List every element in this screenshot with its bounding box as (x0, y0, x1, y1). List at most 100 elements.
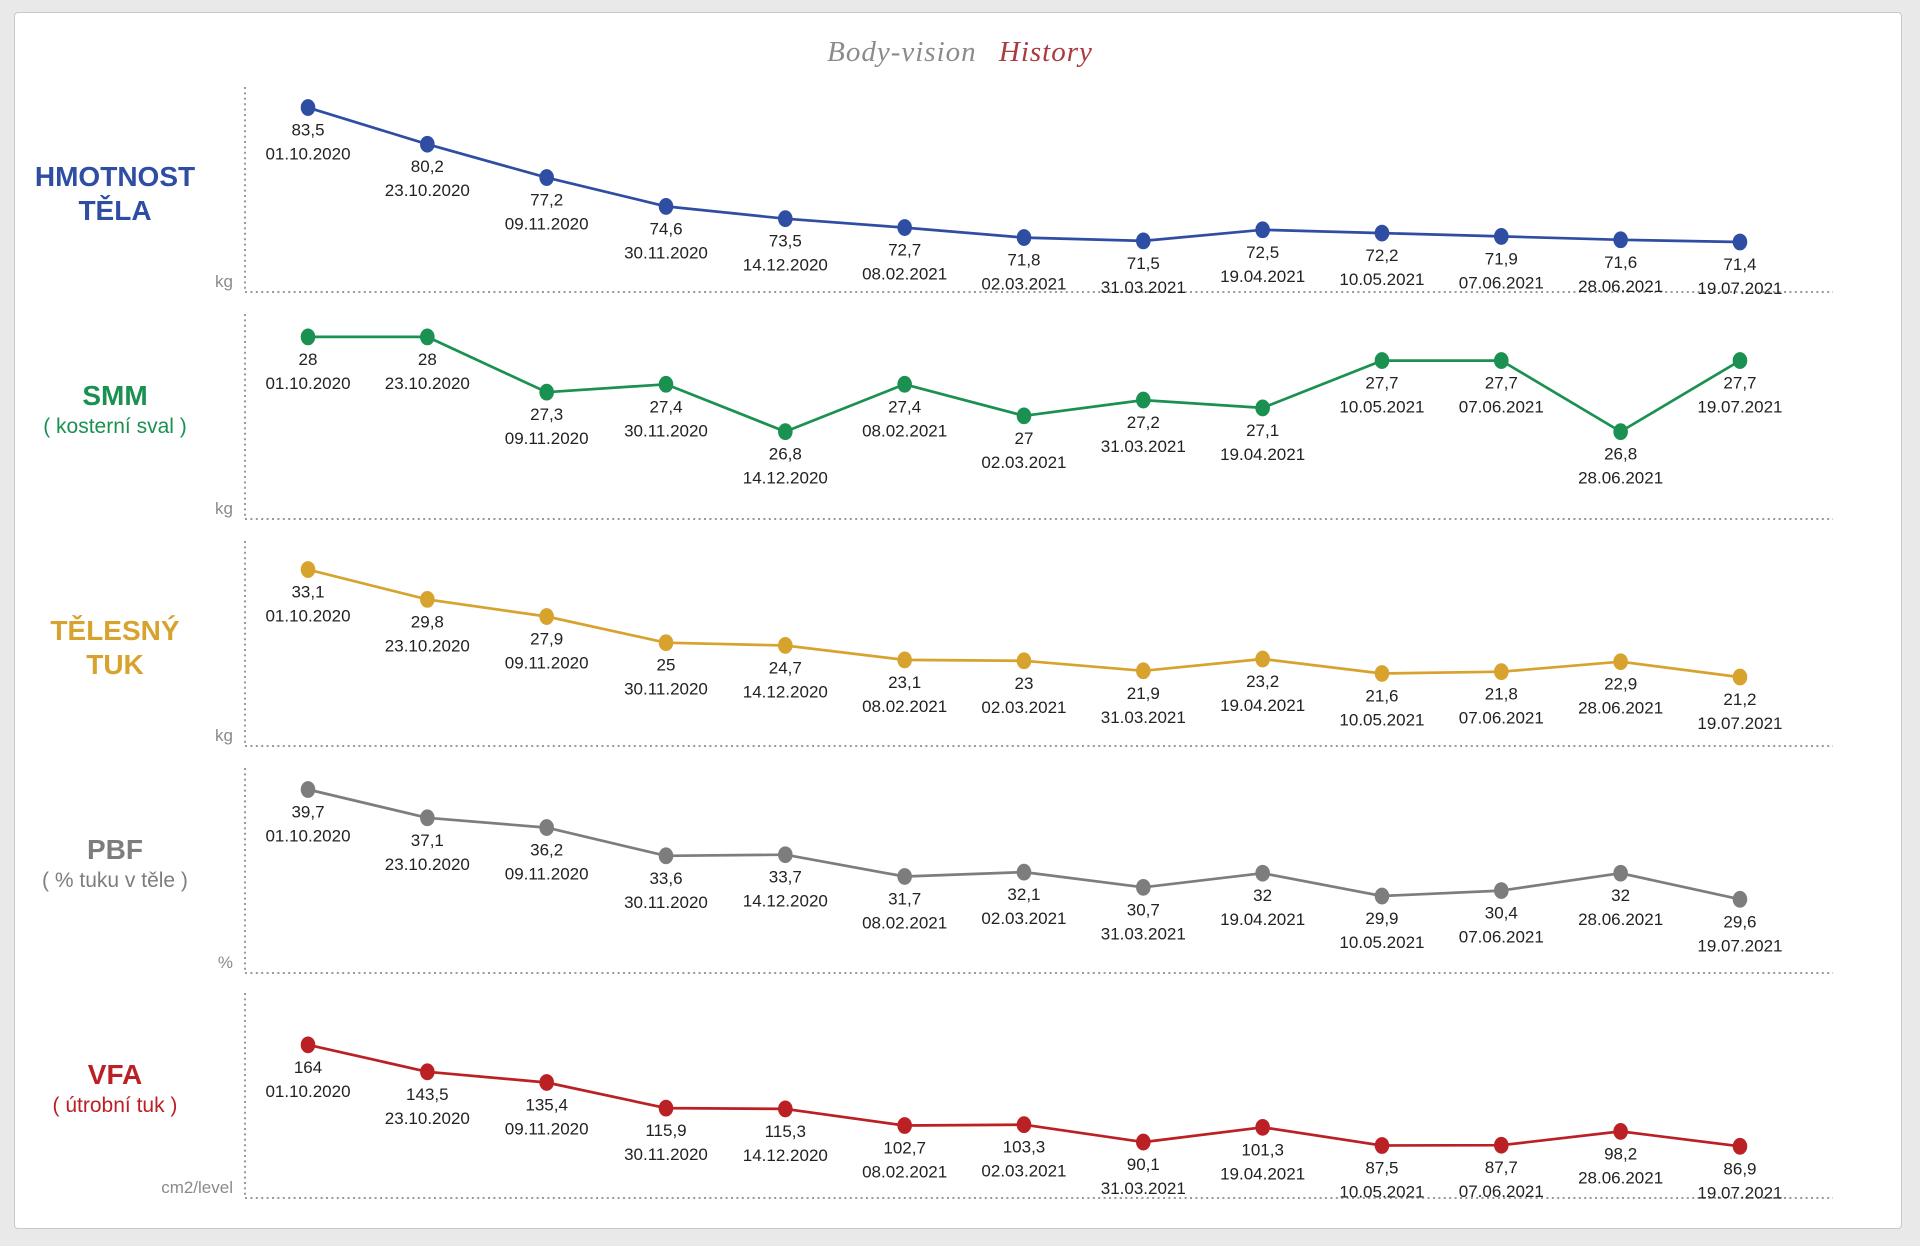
value-label: 23,2 (1246, 672, 1279, 691)
date-label: 28.06.2021 (1578, 699, 1663, 718)
data-point (658, 375, 674, 393)
date-label: 30.11.2020 (624, 680, 708, 699)
date-label: 14.12.2020 (743, 469, 828, 488)
value-label: 24,7 (769, 658, 802, 677)
data-point (300, 1036, 316, 1054)
data-point (420, 590, 435, 608)
value-label: 27 (1015, 429, 1034, 448)
value-label: 71,6 (1604, 253, 1637, 272)
date-label: 31.03.2021 (1101, 1179, 1186, 1198)
chart-label-line2: TUK (86, 649, 144, 680)
date-label: 19.04.2021 (1220, 445, 1305, 464)
report-card (14, 12, 1902, 1229)
data-point (1016, 652, 1032, 670)
data-point (300, 99, 316, 116)
data-point (658, 1099, 674, 1117)
date-label: 19.04.2021 (1220, 267, 1305, 286)
chart-label-line1: HMOTNOST (34, 161, 196, 192)
date-label: 07.06.2021 (1459, 1182, 1544, 1201)
date-label: 02.03.2021 (981, 275, 1066, 294)
value-label: 29,8 (411, 612, 444, 631)
date-label: 31.03.2021 (1101, 708, 1186, 727)
value-label: 71,5 (1127, 254, 1160, 273)
data-point (1374, 887, 1390, 905)
value-label: 21,9 (1127, 684, 1160, 703)
data-point (1494, 352, 1509, 369)
value-label: 27,3 (530, 405, 563, 424)
value-label: 77,2 (530, 191, 563, 210)
value-label: 33,7 (769, 868, 802, 887)
date-label: 02.03.2021 (981, 1162, 1066, 1181)
value-label: 115,3 (765, 1122, 806, 1141)
page-title: Body-vision History (0, 36, 1920, 69)
data-point (539, 819, 554, 836)
data-point (1136, 1133, 1151, 1151)
data-point (1732, 668, 1748, 686)
data-point (1016, 229, 1032, 246)
date-label: 28.06.2021 (1578, 1168, 1663, 1187)
value-label: 23,1 (888, 673, 921, 692)
unit-label-cm2-level: cm2/level (161, 1178, 233, 1197)
date-label: 10.05.2021 (1339, 270, 1424, 289)
date-label: 19.07.2021 (1697, 1183, 1782, 1202)
value-label: 164 (294, 1058, 322, 1077)
data-point (420, 135, 435, 153)
date-label: 31.03.2021 (1101, 437, 1186, 456)
value-label: 33,6 (649, 869, 682, 888)
value-label: 87,7 (1485, 1158, 1518, 1177)
data-point (1613, 231, 1628, 249)
chart-row-4: 39,7 01.10.2020 37,1 23.10.2020 36,2 09.11.20… (244, 768, 1833, 974)
chart-label-pbf: PBF ( % tuku v těle ) (0, 833, 230, 894)
date-label: 02.03.2021 (981, 453, 1066, 472)
unit-label-percent: % (217, 953, 233, 972)
value-label: 86,9 (1723, 1159, 1756, 1178)
value-label: 27,2 (1127, 413, 1160, 432)
chart-label-line2: TĚLA (78, 195, 152, 226)
date-label: 19.07.2021 (1697, 714, 1782, 733)
data-point (1374, 224, 1390, 242)
data-point (1136, 391, 1151, 409)
date-label: 07.06.2021 (1459, 709, 1544, 728)
value-label: 98,2 (1604, 1144, 1637, 1163)
data-point (1613, 423, 1628, 441)
value-label: 71,8 (1007, 251, 1040, 270)
data-point (1255, 221, 1270, 239)
data-point (300, 328, 316, 346)
data-point (300, 781, 316, 798)
data-point (300, 561, 316, 578)
date-label: 01.10.2020 (265, 145, 350, 164)
data-point (420, 328, 435, 346)
data-point (1732, 233, 1748, 251)
data-point (1494, 1136, 1509, 1154)
date-label: 19.07.2021 (1697, 279, 1782, 298)
value-label: 29,6 (1723, 912, 1756, 931)
value-label: 72,7 (888, 241, 921, 260)
data-point (539, 383, 554, 401)
chart-row-1: 83,5 01.10.2020 80,2 23.10.2020 77,2 09.11.20… (244, 87, 1833, 298)
data-point (1613, 653, 1628, 671)
value-label: 32 (1611, 886, 1630, 905)
chart-label-line1: VFA (87, 1059, 143, 1090)
value-label: 135,4 (525, 1095, 568, 1114)
value-label: 28 (418, 350, 437, 369)
date-label: 30.11.2020 (624, 1145, 708, 1164)
value-label: 27,4 (649, 397, 682, 416)
value-label: 26,8 (1604, 445, 1637, 464)
date-label: 07.06.2021 (1459, 928, 1544, 947)
date-label: 02.03.2021 (981, 909, 1066, 928)
data-point (778, 846, 793, 864)
date-label: 28.06.2021 (1578, 469, 1663, 488)
value-label: 73,5 (769, 232, 802, 251)
value-label: 32,1 (1007, 885, 1040, 904)
data-point (897, 219, 912, 236)
data-point (658, 634, 674, 652)
date-label: 30.11.2020 (624, 893, 708, 912)
date-label: 08.02.2021 (862, 1163, 947, 1182)
value-label: 30,7 (1127, 900, 1160, 919)
date-label: 08.02.2021 (862, 265, 947, 284)
date-label: 31.03.2021 (1101, 278, 1186, 297)
data-point (1494, 228, 1509, 245)
chart-row-2: 28 01.10.2020 28 23.10.2020 27,3 09.11.2020 27… (244, 314, 1833, 520)
date-label: 09.11.2020 (505, 1119, 589, 1138)
